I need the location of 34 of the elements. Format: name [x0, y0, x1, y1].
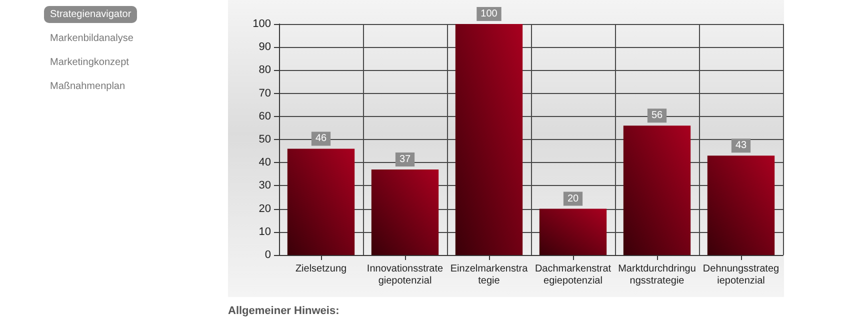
bar	[623, 126, 691, 255]
y-tick-label: 70	[258, 87, 271, 100]
y-tick-label: 50	[258, 134, 271, 146]
bar	[455, 24, 523, 255]
bar	[371, 170, 439, 255]
bar	[539, 208, 607, 255]
text: Markenbildanalyse	[49, 32, 134, 46]
x-tick-label: Zielsetzung	[295, 264, 347, 274]
data-label: 43	[735, 140, 747, 152]
data-label: 20	[567, 193, 579, 204]
y-tick-label: 20	[258, 202, 271, 215]
y-tick-label: 100	[252, 18, 271, 30]
x-tick-label: Dehnungsstrategiepotenzial	[702, 264, 780, 286]
text: Strategienavigator	[44, 6, 138, 22]
y-tick-label: 30	[258, 180, 271, 192]
text: Allgemeiner Hinweis:	[228, 305, 340, 317]
text: Maßnahmenplan	[49, 80, 126, 94]
text: Marketingkonzept	[49, 56, 130, 70]
y-tick-label: 80	[258, 64, 271, 76]
y-tick-label: 60	[258, 110, 271, 122]
x-tick-label: Innovationsstrategiepotenzial	[366, 264, 444, 286]
x-tick-label: Einzelmarkenstrategie	[450, 264, 528, 286]
y-tick-label: 10	[258, 226, 271, 238]
y-tick-label: 40	[258, 156, 271, 169]
x-tick-label: Dachmarkenstrategiepotenzial	[534, 264, 612, 286]
bar	[707, 156, 775, 255]
y-tick-label: 0	[264, 249, 271, 261]
data-label: 37	[399, 154, 411, 166]
x-tick-label: Marktdurchdringungsstrategie	[618, 264, 696, 286]
data-label: 56	[651, 110, 663, 122]
data-label: 100	[480, 8, 498, 20]
bar	[287, 148, 355, 255]
y-tick-label: 90	[258, 41, 271, 54]
data-label: 46	[315, 133, 327, 144]
